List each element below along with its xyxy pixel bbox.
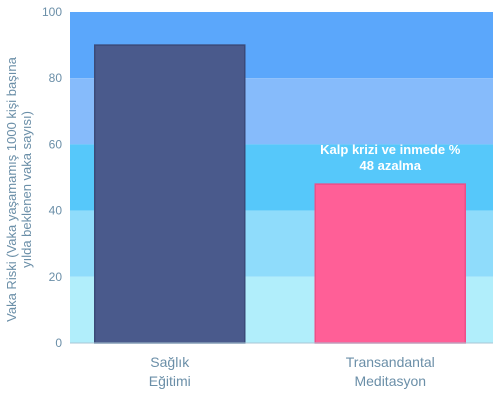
y-axis-ticks: 0 20 40 60 80 100 xyxy=(42,5,62,350)
y-tick-label: 80 xyxy=(49,71,63,85)
x-category-label: Sağlık Eğitimi xyxy=(149,354,191,389)
y-tick-label: 0 xyxy=(55,336,62,350)
bars xyxy=(70,44,493,344)
y-tick-label: 60 xyxy=(49,137,63,151)
y-tick-label: 40 xyxy=(49,204,63,218)
bar xyxy=(94,44,246,344)
bar-annotation: Kalp krizi ve inmede % 48 azalma xyxy=(320,142,461,173)
y-tick-label: 20 xyxy=(49,270,63,284)
x-category-label: Transandantal Meditasyon xyxy=(346,354,435,389)
x-axis-categories: Sağlık Eğitimi Transandantal Meditasyon xyxy=(149,354,435,389)
y-axis-label: Vaka Riski (Vaka yaşamamış 1000 kişi baş… xyxy=(4,56,34,321)
bar xyxy=(314,183,466,344)
y-tick-label: 100 xyxy=(42,5,62,19)
